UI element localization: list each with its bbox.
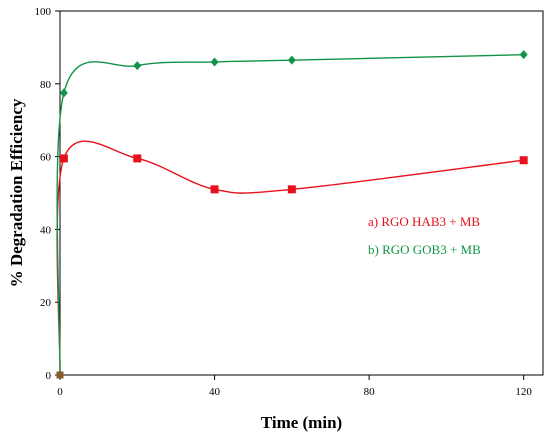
legend-entry-b: b) RGO GOB3 + MB [368, 242, 481, 257]
y-tick-label: 40 [40, 224, 52, 236]
y-tick-label: 20 [40, 297, 52, 309]
data-point-b [59, 88, 68, 98]
plot-area [59, 10, 544, 376]
series-line-a [56, 140, 524, 376]
x-tick-label: 40 [209, 386, 221, 398]
y-axis-ticks: 0 20 40 60 80 100 [35, 6, 60, 382]
y-tick-label: 60 [40, 152, 52, 164]
data-point-b [287, 55, 296, 65]
y-axis-title: % Degradation Efficiency [7, 98, 26, 287]
x-tick-label: 120 [515, 386, 532, 398]
data-point-b [210, 57, 219, 67]
legend-entry-a: a) RGO HAB3 + MB [368, 214, 480, 229]
y-tick-label: 0 [46, 370, 52, 382]
series-markers [56, 50, 528, 379]
data-point-b [519, 50, 528, 60]
data-point-a [287, 185, 296, 194]
y-tick-label: 80 [40, 79, 52, 91]
x-tick-label: 0 [57, 386, 63, 398]
data-point-a [210, 185, 219, 194]
x-axis-title: Time (min) [261, 413, 342, 432]
data-point-a [519, 156, 528, 165]
origin-point [56, 371, 64, 379]
data-point-b [133, 61, 142, 71]
y-tick-label: 100 [35, 6, 52, 18]
x-axis-ticks: 0 40 80 120 [57, 375, 532, 398]
data-point-a [133, 154, 142, 163]
data-point-a [59, 154, 68, 163]
series-line-b [56, 53, 524, 376]
series-curves [56, 53, 524, 376]
x-tick-label: 80 [364, 386, 376, 398]
